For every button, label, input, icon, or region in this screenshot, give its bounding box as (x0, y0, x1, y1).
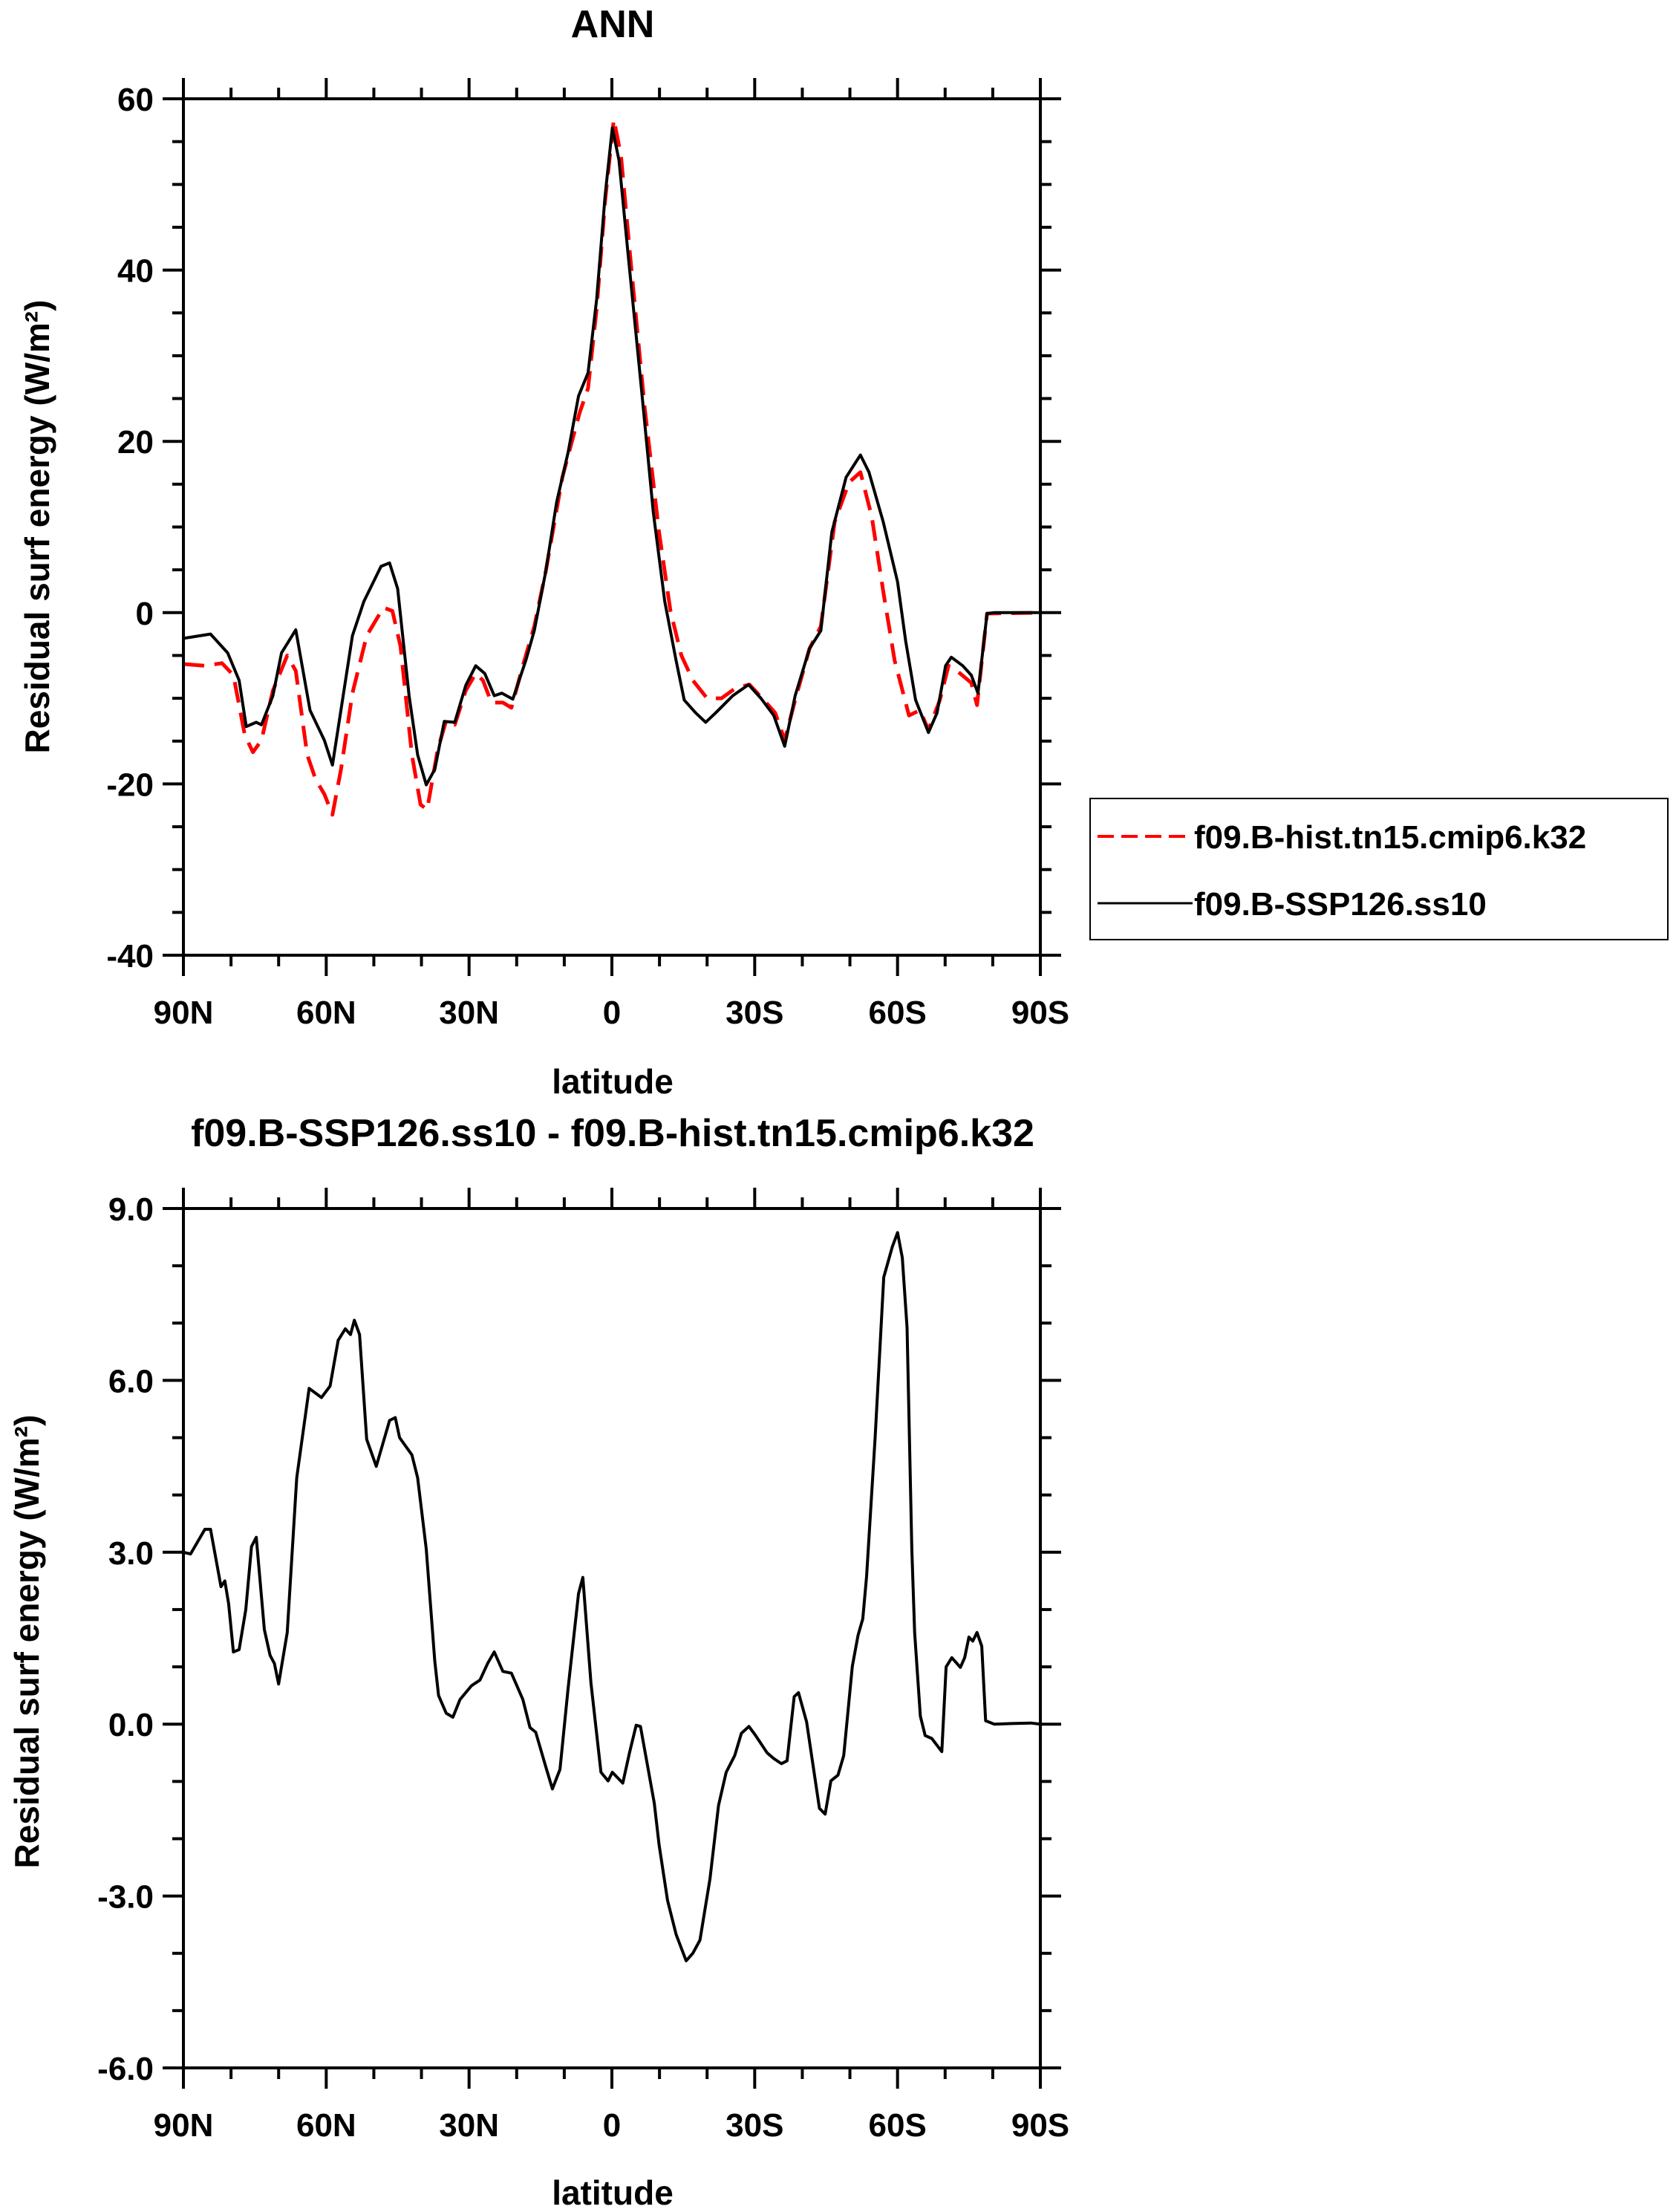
x-axis-label: latitude (552, 1062, 674, 1101)
axis-ticks (163, 1188, 1061, 2089)
y-tick-label: -20 (106, 767, 154, 803)
x-axis-label: latitude (552, 2173, 674, 2212)
y-tick-label: -40 (106, 938, 154, 975)
x-tick-label: 60N (296, 995, 356, 1031)
y-tick-label: 3.0 (108, 1535, 154, 1572)
plot-frame (182, 97, 1042, 957)
annual-chart: ANN Residual surf energy (W/m²) latitude… (18, 3, 1069, 1101)
x-tick-label: 30S (725, 995, 783, 1031)
legend-label-ssp126: f09.B-SSP126.ss10 (1194, 886, 1487, 923)
y-tick-label: 6.0 (108, 1363, 154, 1399)
y-tick-label: 20 (117, 424, 154, 461)
x-tick-label: 90N (154, 995, 214, 1031)
legend: f09.B-hist.tn15.cmip6.k32 f09.B-SSP126.s… (1089, 798, 1669, 940)
x-tick-label: 0 (603, 995, 621, 1031)
y-tick-label: 60 (117, 82, 154, 118)
x-tick-label: 60S (869, 2107, 927, 2144)
axis-ticks (163, 78, 1061, 976)
series-line-f09-b-ssp126-ss10 (183, 126, 1040, 787)
y-tick-label: 0.0 (108, 1707, 154, 1743)
x-tick-label: 30N (439, 2107, 499, 2144)
y-tick-label: 0 (136, 596, 154, 632)
x-tick-label: 90S (1011, 2107, 1069, 2144)
y-axis-label: Residual surf energy (W/m²) (7, 1415, 46, 1869)
y-tick-label: 40 (117, 253, 154, 290)
x-tick-label: 60S (869, 995, 927, 1031)
series-lines (183, 1231, 1041, 1962)
legend-entry-hist: f09.B-hist.tn15.cmip6.k32 (1098, 819, 1586, 856)
x-tick-label: 60N (296, 2107, 356, 2144)
x-tick-label: 30S (725, 2107, 783, 2144)
legend-entry-ssp126: f09.B-SSP126.ss10 (1098, 886, 1487, 923)
tick-labels: 90N 60N 30N 0 30S 60S 90S 9.0 6.0 3.0 0.0 -3.0 -6.0 (97, 1191, 1069, 2144)
y-tick-label: -3.0 (97, 1879, 154, 1916)
x-tick-label: 90N (154, 2107, 214, 2144)
series-line-difference (183, 1231, 1041, 1962)
y-tick-label: 9.0 (108, 1191, 154, 1228)
legend-label-hist: f09.B-hist.tn15.cmip6.k32 (1194, 819, 1586, 856)
y-tick-label: -6.0 (97, 2051, 154, 2087)
series-lines (183, 117, 1041, 817)
x-tick-label: 30N (439, 995, 499, 1031)
x-tick-label: 90S (1011, 995, 1069, 1031)
difference-chart: f09.B-SSP126.ss10 - f09.B-hist.tn15.cmip… (7, 1112, 1069, 2212)
y-axis-label: Residual surf energy (W/m²) (18, 300, 56, 754)
x-tick-label: 0 (603, 2107, 621, 2144)
tick-labels: 90N 60N 30N 0 30S 60S 90S 60 40 20 0 -20 -40 (106, 82, 1069, 1031)
legend-box (1089, 798, 1669, 940)
chart-title: ANN (571, 3, 655, 46)
series-line-f09-b-hist-tn15-cmip6-k32 (183, 117, 1041, 817)
chart-title: f09.B-SSP126.ss10 - f09.B-hist.tn15.cmip… (191, 1112, 1034, 1155)
plot-frame (182, 1207, 1042, 2069)
